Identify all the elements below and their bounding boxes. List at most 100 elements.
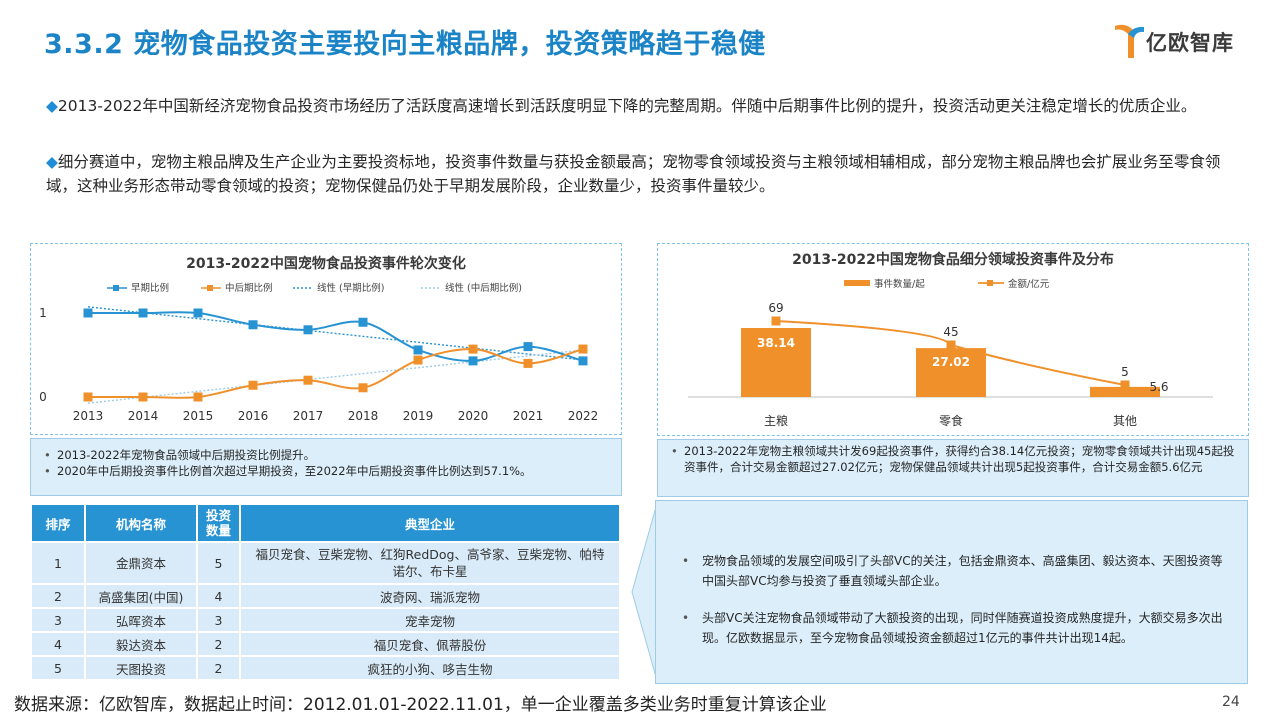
data-point [1120, 380, 1130, 390]
cell-rank: 4 [30, 631, 86, 657]
data-point [138, 308, 148, 318]
note-item: 2013-2022年宠物主粮领域共计发69起投资事件，获得约合38.14亿元投资… [668, 443, 1238, 475]
x-tick-label: 2017 [293, 409, 324, 423]
y-tick-label: 1 [39, 306, 47, 320]
x-tick-label: 2018 [348, 409, 379, 423]
cell-companies: 福贝宠食、豆柴宠物、红狗RedDog、高爷家、豆柴宠物、帕特诺尔、布卡星 [239, 541, 621, 585]
line-label: 5 [1121, 365, 1129, 379]
data-point [83, 308, 93, 318]
cell-count: 3 [196, 607, 241, 633]
data-point [523, 342, 533, 352]
x-tick-label: 2019 [403, 409, 434, 423]
cell-companies: 福贝宠食、佩蒂股份 [239, 631, 621, 657]
logo-icon [1115, 24, 1144, 58]
note-item: 2013-2022年宠物食品领域中后期投资比例提升。 [41, 447, 611, 463]
cell-name: 弘晖资本 [84, 607, 198, 633]
logo-text: 亿欧智库 [1146, 31, 1234, 55]
data-point [578, 356, 588, 366]
data-source-footnote: 数据来源：亿欧智库，数据起止时间：2012.01.01-2022.11.01，单… [14, 695, 827, 715]
cell-rank: 5 [30, 655, 86, 681]
bar-chart-svg: 事件数量/起 金额/亿元 38.14 27.02 5.6 69 45 5 主粮 零食 其他 [688, 278, 1213, 428]
data-point [248, 320, 258, 330]
legend-marker [207, 285, 213, 291]
trendline [87, 306, 584, 361]
table-row: 4 毅达资本 2 福贝宠食、佩蒂股份 [30, 631, 621, 657]
data-point [248, 380, 258, 390]
data-point [83, 392, 93, 402]
paragraph-text: 2013-2022年中国新经济宠物食品投资市场经历了活跃度高速增长到活跃度明显下… [57, 97, 1197, 115]
page-title: 3.3.2 宠物食品投资主要投向主粮品牌，投资策略趋于稳健 [44, 29, 766, 60]
chart-title: 2013-2022中国宠物食品细分领域投资事件及分布 [792, 252, 1114, 268]
legend-label: 线性 (早期比例) [317, 282, 384, 294]
cell-companies: 波奇网、瑞派宠物 [239, 583, 621, 609]
x-tick-label: 主粮 [764, 413, 788, 428]
cell-rank: 2 [30, 583, 86, 609]
x-tick-label: 2014 [128, 409, 159, 423]
left-chart-notes: 2013-2022年宠物食品领域中后期投资比例提升。 2020年中后期投资事件比… [30, 438, 622, 496]
cell-name: 高盛集团(中国) [84, 583, 198, 609]
data-point [303, 375, 313, 385]
data-point [138, 392, 148, 402]
table-row: 5 天图投资 2 疯狂的小狗、哆吉生物 [30, 655, 621, 681]
vc-analysis-panel: 宠物食品领域的发展空间吸引了头部VC的关注，包括金鼎资本、高盛集团、毅达资本、天… [655, 500, 1248, 684]
data-point [413, 355, 423, 365]
table-row: 1 金鼎资本 5 福贝宠食、豆柴宠物、红狗RedDog、高爷家、豆柴宠物、帕特诺… [30, 541, 621, 585]
data-point [303, 325, 313, 335]
analysis-item: 头部VC关注宠物食品领域带动了大额投资的出现，同时伴随赛道投资成熟度提升，大额交… [670, 608, 1229, 648]
table-row: 2 高盛集团(中国) 4 波奇网、瑞派宠物 [30, 583, 621, 609]
chart-title: 2013-2022中国宠物食品投资事件轮次变化 [186, 256, 466, 272]
data-point [468, 344, 478, 354]
legend-label: 中后期比例 [225, 282, 273, 294]
header-rank: 排序 [30, 503, 86, 543]
note-item: 2020年中后期投资事件比例首次超过早期投资，至2022年中后期投资事件比例达到… [41, 463, 611, 479]
cell-companies: 疯狂的小狗、哆吉生物 [239, 655, 621, 681]
bar [916, 348, 986, 397]
data-point [771, 316, 781, 326]
cell-rank: 3 [30, 607, 86, 633]
series-line [88, 348, 584, 399]
cell-rank: 1 [30, 541, 86, 585]
data-point [358, 317, 368, 327]
diamond-bullet-icon: ◆ [46, 97, 58, 115]
legend-marker [987, 280, 993, 286]
line-label: 45 [943, 325, 958, 339]
data-point [193, 308, 203, 318]
legend-label: 早期比例 [131, 282, 169, 294]
series-line [88, 311, 584, 362]
legend-label: 线性 (中后期比例) [445, 282, 522, 294]
round-change-chart: 2013-2022中国宠物食品投资事件轮次变化 早期比例 中后期比例 线性 (早期比… [30, 243, 622, 435]
cell-name: 天图投资 [84, 655, 198, 681]
table-header-row: 排序 机构名称 投资 数量 典型企业 [30, 503, 621, 543]
x-tick-label: 2021 [513, 409, 544, 423]
data-point [193, 392, 203, 402]
cell-name: 金鼎资本 [84, 541, 198, 585]
header-count: 投资 数量 [196, 503, 241, 543]
data-point [523, 358, 533, 368]
chevron-connector-icon [631, 500, 658, 684]
x-tick-label: 2020 [458, 409, 489, 423]
x-tick-label: 零食 [939, 413, 963, 428]
cell-name: 毅达资本 [84, 631, 198, 657]
bar-label: 27.02 [932, 355, 970, 369]
bar-label: 5.6 [1149, 380, 1168, 394]
page-number: 24 [1222, 694, 1240, 710]
intro-paragraph-1: ◆2013-2022年中国新经济宠物食品投资市场经历了活跃度高速增长到活跃度明显… [46, 94, 1246, 118]
cell-count: 2 [196, 655, 241, 681]
table-row: 3 弘晖资本 3 宠幸宠物 [30, 607, 621, 633]
data-point [578, 344, 588, 354]
right-chart-notes: 2013-2022年宠物主粮领域共计发69起投资事件，获得约合38.14亿元投资… [657, 439, 1249, 497]
bar [1090, 386, 1160, 397]
data-point [468, 356, 478, 366]
x-tick-label: 其他 [1113, 414, 1137, 428]
line-label: 69 [768, 301, 783, 315]
header-companies: 典型企业 [239, 503, 621, 543]
legend-label: 金额/亿元 [1008, 278, 1050, 290]
analysis-item: 宠物食品领域的发展空间吸引了头部VC的关注，包括金鼎资本、高盛集团、毅达资本、天… [670, 551, 1229, 591]
intro-paragraph-2: ◆细分赛道中，宠物主粮品牌及生产企业为主要投资标地，投资事件数量与获投金额最高；… [46, 150, 1246, 198]
x-tick-label: 2016 [238, 409, 269, 423]
y-tick-label: 0 [39, 390, 47, 404]
institution-table: 排序 机构名称 投资 数量 典型企业 1 金鼎资本 5 福贝宠食、豆柴宠物、红狗R… [30, 503, 621, 681]
paragraph-text: 细分赛道中，宠物主粮品牌及生产企业为主要投资标地，投资事件数量与获投金额最高；宠… [46, 153, 1221, 195]
legend-marker [844, 280, 870, 286]
cell-count: 2 [196, 631, 241, 657]
